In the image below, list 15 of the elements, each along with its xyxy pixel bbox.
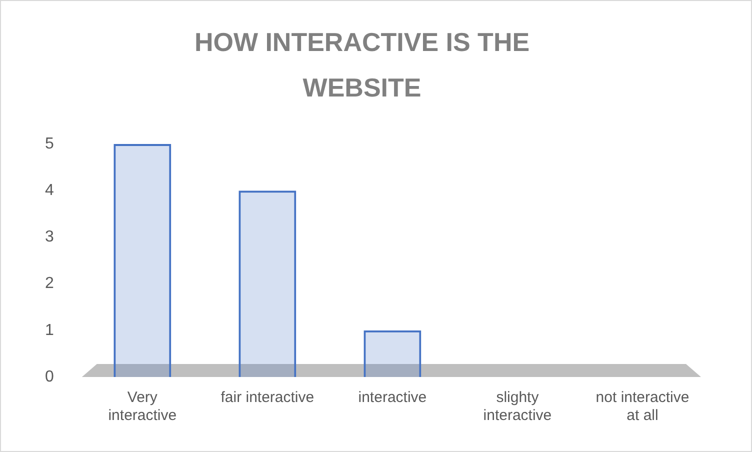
bar [364, 330, 422, 377]
y-tick-label: 3 [44, 228, 54, 246]
x-tick-label: Very interactive [108, 389, 177, 424]
y-tick-label: 1 [44, 322, 54, 339]
bar [114, 144, 172, 377]
bar [238, 190, 296, 377]
y-tick-label: 2 [44, 275, 54, 292]
chart-title: HOW INTERACTIVE IS THE WEBSITE [194, 26, 530, 102]
x-tick-label: interactive [358, 389, 427, 406]
y-tick-label: 4 [44, 182, 54, 200]
x-tick-label: not interactive at all [596, 389, 690, 424]
x-tick-label: slighty interactive [483, 389, 552, 424]
x-tick-label: fair interactive [220, 389, 314, 406]
y-tick-label: 5 [44, 135, 54, 152]
y-tick-label: 0 [44, 368, 54, 386]
